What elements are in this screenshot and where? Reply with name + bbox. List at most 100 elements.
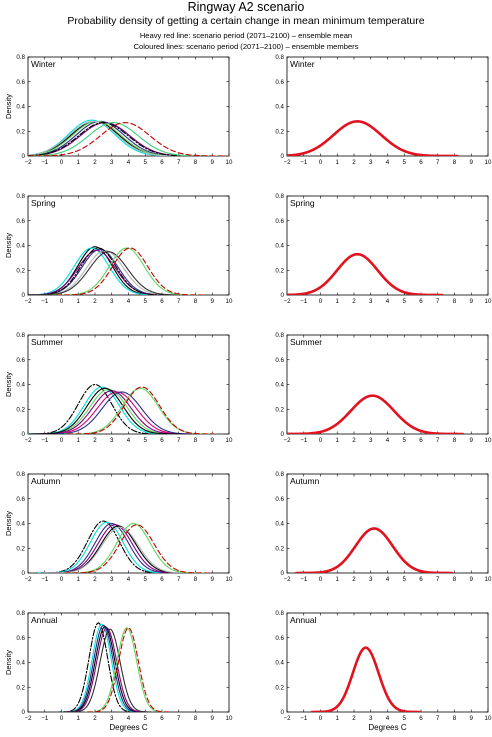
panel-annual-mean: −2 −1 0 1 2 3 4 5 6 7 8 9 10 0 0.2 0.4 0.6 0.8 Annual Degre… [275,610,492,732]
x-tick-label: 0 [319,159,323,166]
y-axis-label: Density [4,511,13,536]
density-curves [35,520,210,573]
x-tick-label: 9 [211,576,215,583]
x-tick-label: 4 [127,576,131,583]
x-tick-label: 7 [177,298,181,305]
x-tick-label: 5 [144,576,148,583]
x-tick-label: 9 [211,159,215,166]
ensemble-mean-line [310,646,422,712]
x-tick-label: 8 [194,576,198,583]
x-tick-label: 3 [110,298,114,305]
x-tick-label: 6 [419,576,423,583]
x-tick-label: 7 [436,159,440,166]
x-tick-label: 3 [110,159,114,166]
x-tick-label: 10 [485,437,492,444]
x-tick-label: 3 [369,437,373,444]
x-tick-label: 1 [77,715,81,722]
y-tick-label: 0 [22,570,26,577]
x-tick-label: −2 [24,159,32,166]
panel-spring-members: −2 −1 0 1 2 3 4 5 6 7 8 9 10 0 0.2 0.4 0.6 0.8 Spring Densi… [4,193,233,305]
x-tick-label: 1 [336,159,340,166]
y-axis-label: Density [4,650,13,675]
x-tick-label: 4 [386,576,390,583]
density-curves [58,622,171,712]
x-tick-label: 9 [470,576,474,583]
x-tick-label: −2 [283,576,291,583]
x-tick-label: 4 [386,437,390,444]
x-tick-label: 8 [453,576,457,583]
x-tick-label: 2 [93,298,97,305]
y-tick-label: 0.8 [16,193,25,200]
y-tick-label: 0.8 [16,54,25,61]
x-tick-label: 4 [127,298,131,305]
ensemble-member-line-7 [28,122,208,156]
x-tick-label: 0 [319,715,323,722]
x-tick-label: 7 [436,576,440,583]
chart-subtitle: Probability density of getting a certain… [67,15,425,27]
ensemble-mean-line [294,527,454,573]
x-tick-label: 8 [194,715,198,722]
x-tick-label: 3 [110,576,114,583]
season-label: Autumn [31,476,61,486]
x-tick-label: −1 [300,576,308,583]
x-tick-label: 6 [160,715,164,722]
y-tick-label: 0.2 [275,128,284,135]
x-tick-label: −2 [24,437,32,444]
y-tick-label: 0.8 [275,610,284,617]
x-tick-label: 4 [127,437,131,444]
x-tick-label: 0 [60,437,64,444]
ensemble-member-line-1 [35,520,171,573]
x-tick-label: 1 [77,437,81,444]
ensemble-member-line-7 [85,627,169,712]
x-tick-label: 10 [226,437,233,444]
x-tick-label: 8 [194,437,198,444]
x-tick-label: 5 [403,298,407,305]
y-tick-label: 0.2 [16,545,25,552]
y-tick-label: 0 [22,709,26,716]
panel-spring-mean: −2 −1 0 1 2 3 4 5 6 7 8 9 10 0 0.2 0.4 0.6 0.8 Spring [275,193,492,305]
x-tick-label: 10 [226,159,233,166]
x-tick-label: 10 [485,715,492,722]
ensemble-member-line-6 [38,391,205,434]
y-tick-label: 0.4 [275,243,284,250]
x-tick-label: 9 [211,437,215,444]
x-tick-label: 2 [352,159,356,166]
y-tick-label: 0.4 [16,243,25,250]
y-tick-label: 0.2 [16,128,25,135]
y-tick-label: 0.8 [275,193,284,200]
x-tick-label: 0 [319,576,323,583]
x-tick-label: 10 [226,298,233,305]
x-tick-label: 8 [453,159,457,166]
x-tick-label: −2 [24,298,32,305]
y-tick-label: 0 [281,153,285,160]
axes-box [286,473,489,574]
x-tick-label: 2 [93,576,97,583]
x-tick-label: 8 [194,298,198,305]
x-tick-label: 3 [110,715,114,722]
x-tick-label: 2 [352,715,356,722]
y-tick-label: 0.6 [16,496,25,503]
axes-box [286,334,489,435]
x-tick-label: −1 [41,715,49,722]
legend-ensemble-members: Coloured lines: scenario period (2071–21… [133,42,359,51]
x-tick-label: 8 [453,715,457,722]
x-tick-label: 2 [352,298,356,305]
x-tick-label: 6 [419,298,423,305]
y-tick-label: 0 [281,431,285,438]
x-tick-label: −1 [300,159,308,166]
x-tick-label: 4 [127,159,131,166]
y-tick-label: 0.6 [16,357,25,364]
y-tick-label: 0.8 [275,332,284,339]
ensemble-member-line-8 [86,627,171,712]
ensemble-member-line-8 [28,122,218,156]
ensemble-member-line-6 [67,628,153,712]
y-tick-label: 0.8 [16,332,25,339]
x-tick-label: −1 [300,715,308,722]
x-tick-label: 1 [336,715,340,722]
x-tick-label: 7 [436,715,440,722]
x-tick-label: −2 [24,715,32,722]
y-tick-label: 0.8 [275,471,284,478]
x-tick-label: −1 [41,437,49,444]
x-tick-label: 1 [77,576,81,583]
